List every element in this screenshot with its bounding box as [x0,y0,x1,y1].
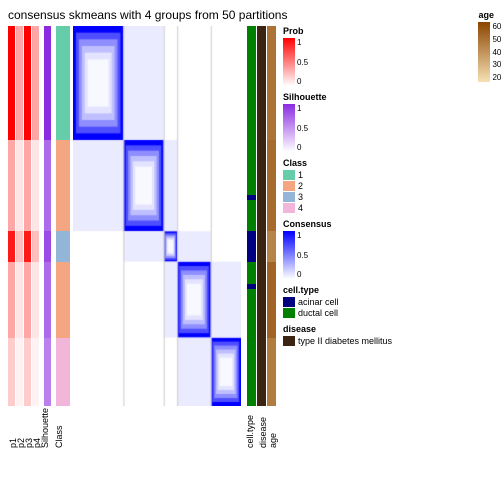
legend-celltype: cell.typeacinar cellductal cell [283,285,392,318]
axis-label: disease [258,408,268,448]
track-p2 [16,26,23,406]
track-disease [257,26,266,406]
legend-prob: Prob10.50 [283,26,392,86]
legend-panel: Prob10.50Silhouette10.50 Class1234 Consens… [283,26,392,352]
track-silhouette [44,26,51,406]
track-class [56,26,70,406]
track-age [267,26,276,406]
axis-label: p4 [32,408,40,448]
legend-silhouette: Silhouette10.50 [283,92,392,152]
track-p3 [24,26,31,406]
axis-label: Silhouette [40,408,54,448]
track-celltype [247,26,256,406]
legend-class: Class1234 [283,158,392,213]
axis-label: age [268,408,278,448]
right-annotation-tracks [243,26,277,406]
legend-disease: diseasetype II diabetes mellitus [283,324,392,346]
consensus-heatmap [73,26,241,406]
x-axis-labels-left: p1p2p3p4SilhouetteClass cell.typediseasea… [8,408,496,448]
plot-area: Prob10.50Silhouette10.50 Class1234 Consens… [8,26,496,406]
axis-label: p2 [16,408,24,448]
plot-title: consensus skmeans with 4 groups from 50 … [8,8,496,22]
age-legend: age6050403020 [478,10,494,82]
left-annotation-tracks [8,26,71,406]
axis-label: Class [54,408,73,448]
legend-consensus: Consensus10.50 [283,219,392,279]
track-p1 [8,26,15,406]
axis-label: p1 [8,408,16,448]
track-p4 [32,26,39,406]
axis-label: p3 [24,408,32,448]
axis-label: cell.type [245,408,258,448]
